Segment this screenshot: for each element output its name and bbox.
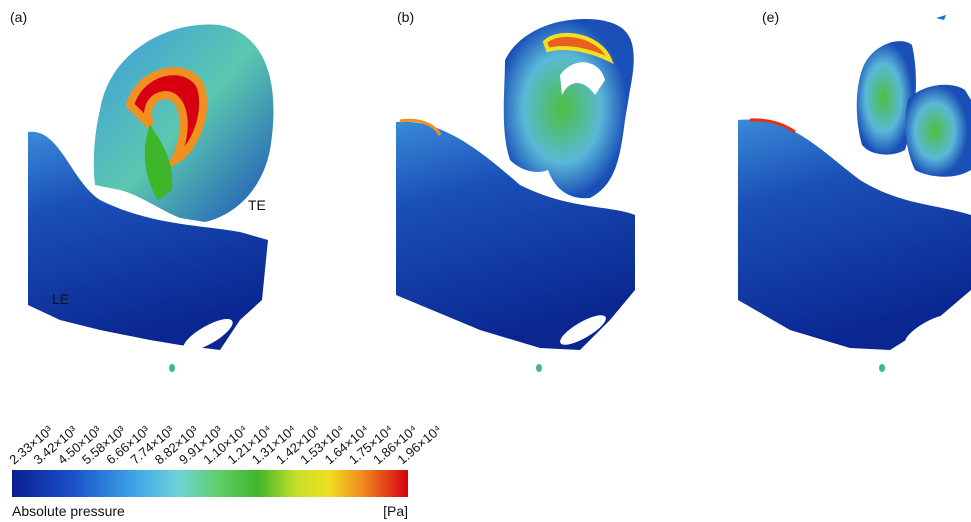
fragment (879, 364, 885, 372)
colorbar-unit: [Pa] (383, 503, 408, 519)
colorbar-scale (12, 470, 408, 497)
colorbar: Absolute pressure [Pa] 2.33×10³3.42×10³4… (6, 422, 444, 519)
fragment (936, 15, 946, 20)
fragment (536, 364, 542, 372)
panel-label: (a) (10, 9, 27, 25)
panel-label: (e) (762, 9, 779, 25)
vortex-region (905, 85, 971, 177)
panel-label: (b) (397, 9, 414, 25)
colorbar-title: Absolute pressure (12, 503, 125, 519)
fragment (169, 364, 175, 372)
panel-a: (a) TE LE (10, 9, 273, 372)
panel-b: (b) (396, 9, 635, 372)
figure: (a) TE LE (b) (e) Absolute pressure [Pa]… (0, 0, 971, 522)
panel-e: (e) (738, 9, 971, 372)
annotation: LE (52, 291, 69, 307)
annotation: TE (248, 197, 266, 213)
